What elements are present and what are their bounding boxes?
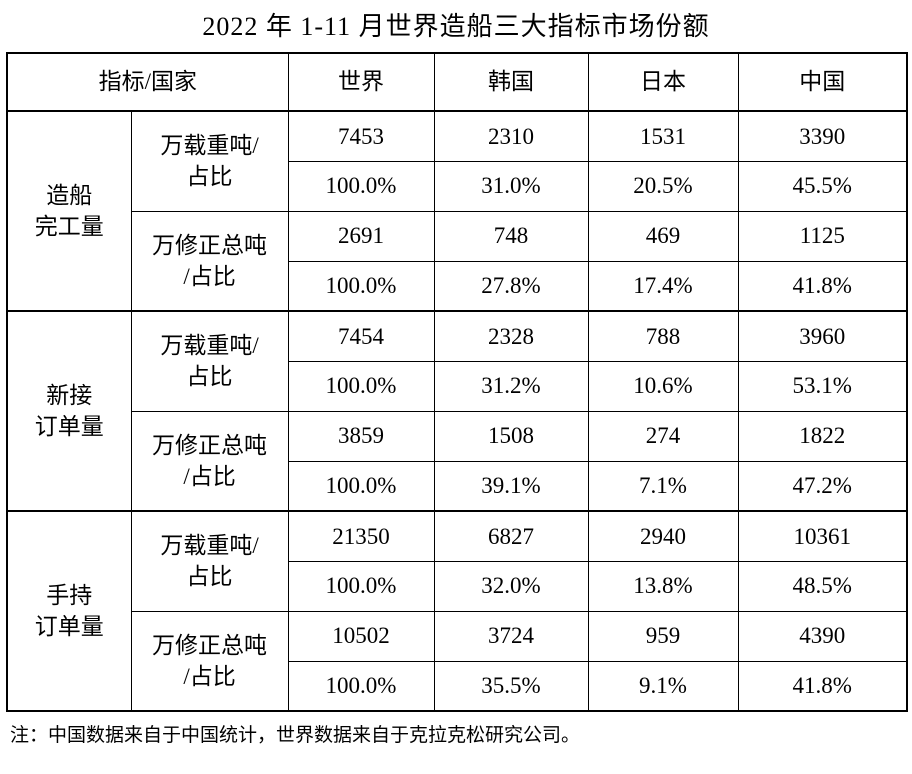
value-cell: 7453 bbox=[287, 110, 435, 162]
share-cell: 100.0% bbox=[287, 260, 435, 312]
value-cell: 2940 bbox=[587, 510, 739, 562]
group-label-new-orders: 新接 订单量 bbox=[6, 310, 132, 512]
share-cell: 7.1% bbox=[587, 460, 739, 512]
value-cell: 21350 bbox=[287, 510, 435, 562]
market-share-table: 指标/国家 世界 韩国 日本 中国 造船 完工量 万载重吨/ 占比 7453 2… bbox=[6, 52, 909, 712]
source-note: 注：中国数据来自于中国统计，世界数据来自于克拉克松研究公司。 bbox=[10, 725, 581, 746]
table-row: 100.0% 32.0% 13.8% 48.5% bbox=[7, 560, 908, 612]
value-cell: 2691 bbox=[287, 210, 435, 262]
share-cell: 17.4% bbox=[587, 260, 739, 312]
table-row: 万修正总吨 /占比 10502 3724 959 4390 bbox=[7, 610, 908, 712]
value-cell: 959 bbox=[587, 610, 739, 662]
table-header-row: 指标/国家 世界 韩国 日本 中国 bbox=[6, 52, 908, 112]
value-cell: 1508 bbox=[433, 410, 589, 462]
value-cell: 10361 bbox=[737, 510, 908, 562]
share-cell: 27.8% bbox=[433, 260, 589, 312]
table-row: 100.0% 31.2% 10.6% 53.1% bbox=[7, 360, 908, 412]
value-cell: 469 bbox=[587, 210, 739, 262]
value-cell: 788 bbox=[587, 310, 739, 362]
value-cell: 3859 bbox=[287, 410, 435, 462]
group-label-completions: 造船 完工量 bbox=[6, 110, 132, 312]
group-label-backlog: 手持 订单量 bbox=[6, 510, 132, 712]
table-row: 万修正总吨 /占比 2691 748 469 1125 bbox=[7, 210, 908, 312]
share-cell: 47.2% bbox=[737, 460, 908, 512]
header-col-korea: 韩国 bbox=[433, 52, 589, 112]
share-cell: 10.6% bbox=[587, 360, 739, 412]
value-cell: 10502 bbox=[287, 610, 435, 662]
header-col-world: 世界 bbox=[287, 52, 435, 112]
measure-label: 万载重吨/ 占比 bbox=[130, 510, 289, 612]
share-cell: 41.8% bbox=[737, 660, 908, 712]
value-cell: 274 bbox=[587, 410, 739, 462]
share-cell: 31.2% bbox=[433, 360, 589, 412]
value-cell: 3390 bbox=[737, 110, 908, 162]
share-cell: 13.8% bbox=[587, 560, 739, 612]
measure-label: 万载重吨/ 占比 bbox=[130, 110, 289, 212]
header-col-china: 中国 bbox=[737, 52, 908, 112]
share-cell: 100.0% bbox=[287, 660, 435, 712]
measure-label: 万修正总吨 /占比 bbox=[130, 610, 289, 712]
value-cell: 1125 bbox=[737, 210, 908, 262]
share-cell: 35.5% bbox=[433, 660, 589, 712]
value-cell: 6827 bbox=[433, 510, 589, 562]
value-cell: 4390 bbox=[737, 610, 908, 662]
table-row: 新接 订单量 万载重吨/ 占比 7454 2328 788 3960 bbox=[6, 310, 908, 512]
table-row: 万修正总吨 /占比 3859 1508 274 1822 bbox=[7, 410, 908, 512]
share-cell: 9.1% bbox=[587, 660, 739, 712]
share-cell: 100.0% bbox=[287, 160, 435, 212]
measure-label: 万修正总吨 /占比 bbox=[130, 210, 289, 312]
value-cell: 1531 bbox=[587, 110, 739, 162]
header-col-japan: 日本 bbox=[587, 52, 739, 112]
share-cell: 45.5% bbox=[737, 160, 908, 212]
header-indicator-country: 指标/国家 bbox=[6, 52, 289, 112]
value-cell: 748 bbox=[433, 210, 589, 262]
value-cell: 3960 bbox=[737, 310, 908, 362]
share-cell: 31.0% bbox=[433, 160, 589, 212]
value-cell: 1822 bbox=[737, 410, 908, 462]
share-cell: 100.0% bbox=[287, 360, 435, 412]
table-row: 造船 完工量 万载重吨/ 占比 7453 2310 1531 3390 bbox=[6, 110, 908, 312]
share-cell: 20.5% bbox=[587, 160, 739, 212]
share-cell: 48.5% bbox=[737, 560, 908, 612]
value-cell: 2310 bbox=[433, 110, 589, 162]
table-row: 100.0% 39.1% 7.1% 47.2% bbox=[7, 460, 908, 512]
share-cell: 32.0% bbox=[433, 560, 589, 612]
share-cell: 41.8% bbox=[737, 260, 908, 312]
share-cell: 53.1% bbox=[737, 360, 908, 412]
value-cell: 3724 bbox=[433, 610, 589, 662]
measure-label: 万修正总吨 /占比 bbox=[130, 410, 289, 512]
table-row: 100.0% 35.5% 9.1% 41.8% bbox=[7, 660, 908, 712]
measure-label: 万载重吨/ 占比 bbox=[130, 310, 289, 412]
value-cell: 7454 bbox=[287, 310, 435, 362]
value-cell: 2328 bbox=[433, 310, 589, 362]
share-cell: 39.1% bbox=[433, 460, 589, 512]
share-cell: 100.0% bbox=[287, 460, 435, 512]
share-cell: 100.0% bbox=[287, 560, 435, 612]
page-title: 2022 年 1-11 月世界造船三大指标市场份额 bbox=[202, 12, 710, 41]
table-row: 手持 订单量 万载重吨/ 占比 21350 6827 2940 10361 bbox=[6, 510, 908, 712]
